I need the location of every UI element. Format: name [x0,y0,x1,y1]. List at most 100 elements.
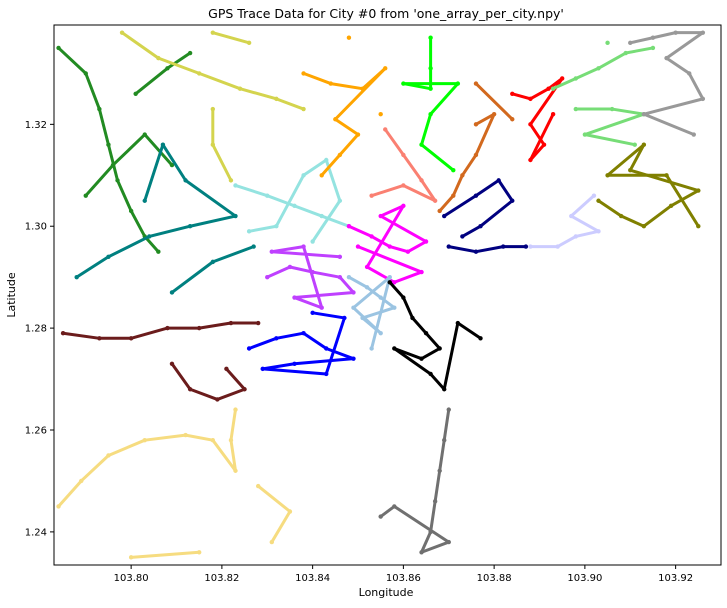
trace-segment [624,46,655,55]
trace-point [74,274,79,280]
trace-point [210,30,216,35]
trace-point [346,35,352,40]
trace-point [301,173,306,178]
trace-segment [420,530,433,554]
trace-segment [424,331,442,350]
trace-point [97,336,102,341]
trace-segment [302,71,333,86]
trace-point [187,50,193,56]
trace-point [550,86,556,91]
trace-point [346,274,352,280]
trace-segment [261,367,328,376]
trace-point [324,371,329,377]
trace-point [383,66,388,71]
trace-segment [356,245,424,274]
trace-point [582,132,588,137]
trace-segment [211,143,233,182]
trace-series-21 [56,407,293,560]
trace-point [473,152,479,158]
trace-segment [184,433,215,442]
y-tick-label: 1.28 [25,324,47,335]
trace-point [432,198,438,203]
trace-point [510,91,515,96]
trace-series-17 [246,310,356,377]
trace-point [401,295,406,300]
trace-point [355,132,361,137]
trace-point [510,117,515,122]
trace-segment [292,296,324,310]
trace-segment [510,92,532,101]
trace-segment [288,265,315,274]
trace-point [392,346,397,351]
trace-point [641,224,647,229]
trace-point [442,213,447,219]
trace-point [269,539,274,545]
x-tick-label: 103.90 [567,573,602,584]
x-tick-label: 103.88 [477,573,512,584]
trace-point [274,336,279,341]
x-tick-label: 103.92 [658,573,693,584]
trace-point [287,509,293,514]
trace-segment [392,270,424,284]
trace-point [310,239,315,244]
trace-point [115,178,120,183]
trace-segment [642,112,696,137]
trace-segment [596,51,628,70]
trace-point [287,264,293,270]
trace-segment [447,245,478,254]
trace-series-13 [528,193,601,249]
trace-segment [606,143,646,177]
trace-point [392,280,397,285]
trace-segment [610,107,646,116]
trace-point [428,529,433,535]
trace-segment [106,438,147,457]
trace-segment [270,510,292,544]
trace-point [324,157,329,163]
trace-segment [351,275,392,310]
trace-point [274,96,279,102]
trace-point [405,249,411,254]
trace-point [437,468,442,473]
trace-segment [347,224,374,238]
trace-segment [292,357,355,366]
trace-point [246,346,252,351]
trace-segment [143,143,165,203]
trace-point [410,315,415,321]
trace-point [360,86,365,91]
trace-point [233,468,238,473]
trace-series-18 [387,280,483,392]
trace-segment [456,321,483,340]
trace-point [428,66,433,71]
trace-point [437,346,442,351]
trace-point [664,173,669,178]
trace-point [351,290,356,295]
trace-segment [292,204,324,218]
trace-point [128,555,134,560]
trace-segment [302,158,328,177]
trace-point [274,224,279,229]
trace-series-1 [119,30,306,183]
trace-series-6 [369,127,438,203]
trace-point [310,269,315,275]
trace-segment [156,56,201,75]
trace-point [628,167,633,173]
trace-segment [129,209,147,238]
trace-segment [420,112,433,147]
trace-segment [57,479,83,508]
trace-point [83,193,88,198]
trace-point [428,35,433,40]
x-tick-label: 103.84 [295,573,330,584]
trace-point [233,213,238,219]
chart-title: GPS Trace Data for City #0 from 'one_arr… [208,6,564,21]
trace-segment [143,133,174,167]
trace-point [383,127,388,132]
trace-point [233,407,238,412]
trace-segment [233,183,269,198]
trace-segment [642,97,705,116]
trace-point [528,122,533,127]
trace-segment [474,82,514,121]
trace-point [546,86,551,91]
trace-point [237,86,243,91]
